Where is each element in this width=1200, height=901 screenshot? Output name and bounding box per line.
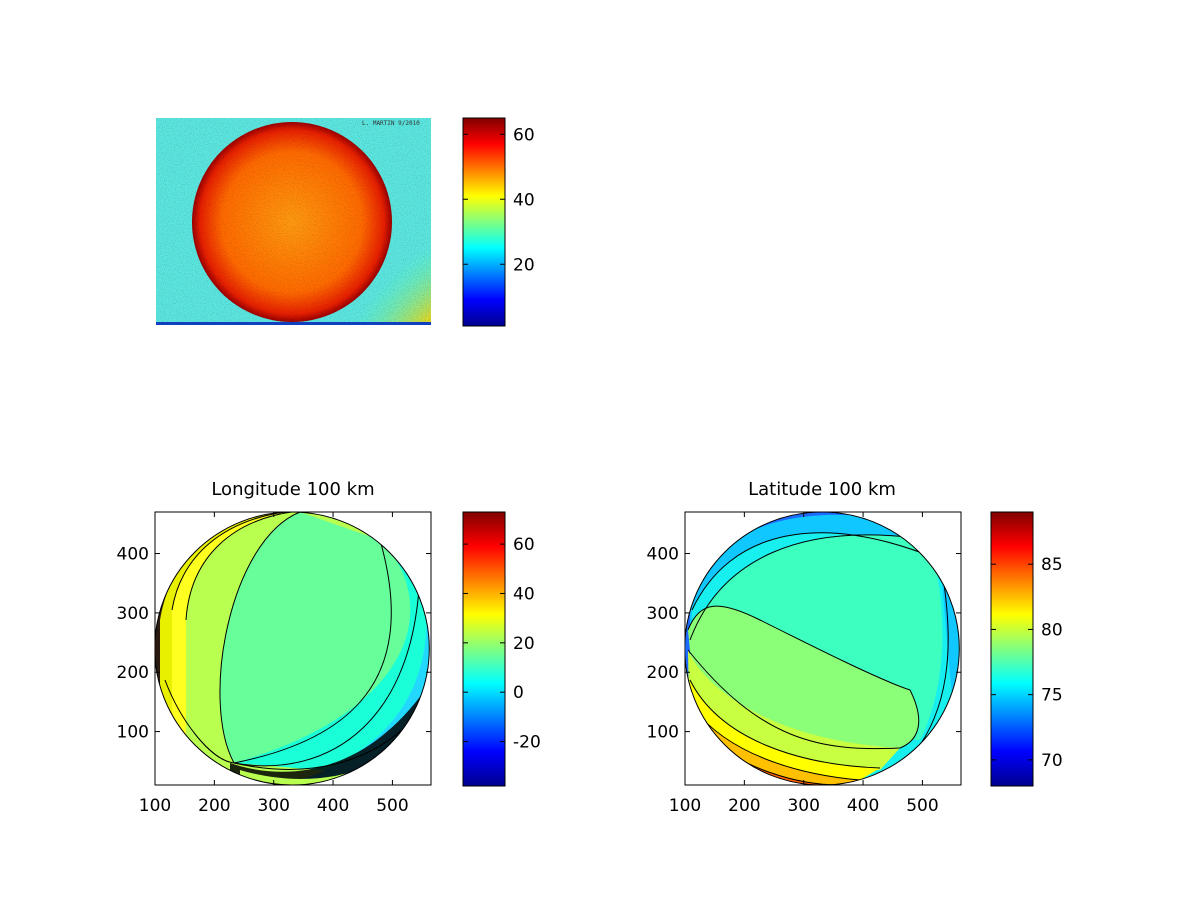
colorbar-longitude-ticks: -20 0 20 40 60 <box>463 535 541 753</box>
longitude-x-tick-label: 400 <box>317 796 349 816</box>
colorbar-longitude-tick-label: 60 <box>513 535 535 555</box>
colorbar-longitude-tick-label: 20 <box>513 634 535 654</box>
latitude-y-tick-label: 100 <box>647 723 679 743</box>
latitude-y-tick-label: 400 <box>647 545 679 565</box>
longitude-x-ticks: 100 200 300 400 500 <box>139 512 409 816</box>
longitude-y-tick-label: 300 <box>117 604 149 624</box>
solar-image: L. MARTIN 9/2010 <box>156 118 431 325</box>
longitude-title: Longitude 100 km <box>211 479 374 500</box>
colorbar-image <box>462 117 506 327</box>
image-watermark: L. MARTIN 9/2010 <box>362 120 420 127</box>
latitude-x-tick-label: 500 <box>906 796 938 816</box>
latitude-y-tick-label: 200 <box>647 663 679 683</box>
latitude-x-tick-label: 400 <box>847 796 879 816</box>
colorbar-latitude-ticks: 70 75 80 85 <box>991 555 1063 771</box>
colorbar-longitude-tick-label: 0 <box>513 683 524 703</box>
longitude-disk <box>155 512 430 785</box>
colorbar-latitude-tick-label: 80 <box>1041 620 1063 640</box>
longitude-x-tick-label: 200 <box>198 796 230 816</box>
latitude-x-tick-label: 200 <box>728 796 760 816</box>
colorbar-longitude-tick-label: -20 <box>513 733 541 753</box>
longitude-y-ticks: 100 200 300 400 <box>117 545 431 743</box>
longitude-panel: Longitude 100 km <box>117 479 541 816</box>
latitude-y-tick-label: 300 <box>647 604 679 624</box>
colorbar-image-tick-label: 60 <box>513 125 535 145</box>
colorbar-image-ticks: 20 40 60 <box>463 125 535 275</box>
latitude-y-ticks: 100 200 300 400 <box>647 545 961 743</box>
colorbar-image-tick-label: 40 <box>513 190 535 210</box>
image-panel: L. MARTIN 9/2010 20 40 60 <box>156 117 535 327</box>
latitude-x-tick-label: 100 <box>669 796 701 816</box>
longitude-x-tick-label: 500 <box>376 796 408 816</box>
latitude-x-tick-label: 300 <box>787 796 819 816</box>
colorbar-longitude <box>462 511 506 787</box>
colorbar-latitude <box>990 511 1034 787</box>
colorbar-latitude-tick-label: 85 <box>1041 555 1063 575</box>
colorbar-image-tick-label: 20 <box>513 255 535 275</box>
colorbar-latitude-tick-label: 75 <box>1041 686 1063 706</box>
longitude-x-tick-label: 300 <box>257 796 289 816</box>
longitude-y-tick-label: 200 <box>117 663 149 683</box>
latitude-x-ticks: 100 200 300 400 500 <box>669 512 939 816</box>
longitude-y-tick-label: 400 <box>117 545 149 565</box>
longitude-x-tick-label: 100 <box>139 796 171 816</box>
latitude-panel: Latitude 100 km <box>647 479 1063 816</box>
latitude-disk <box>685 512 960 785</box>
latitude-title: Latitude 100 km <box>748 479 896 500</box>
colorbar-longitude-tick-label: 40 <box>513 584 535 604</box>
longitude-y-tick-label: 100 <box>117 723 149 743</box>
colorbar-latitude-tick-label: 70 <box>1041 751 1063 771</box>
